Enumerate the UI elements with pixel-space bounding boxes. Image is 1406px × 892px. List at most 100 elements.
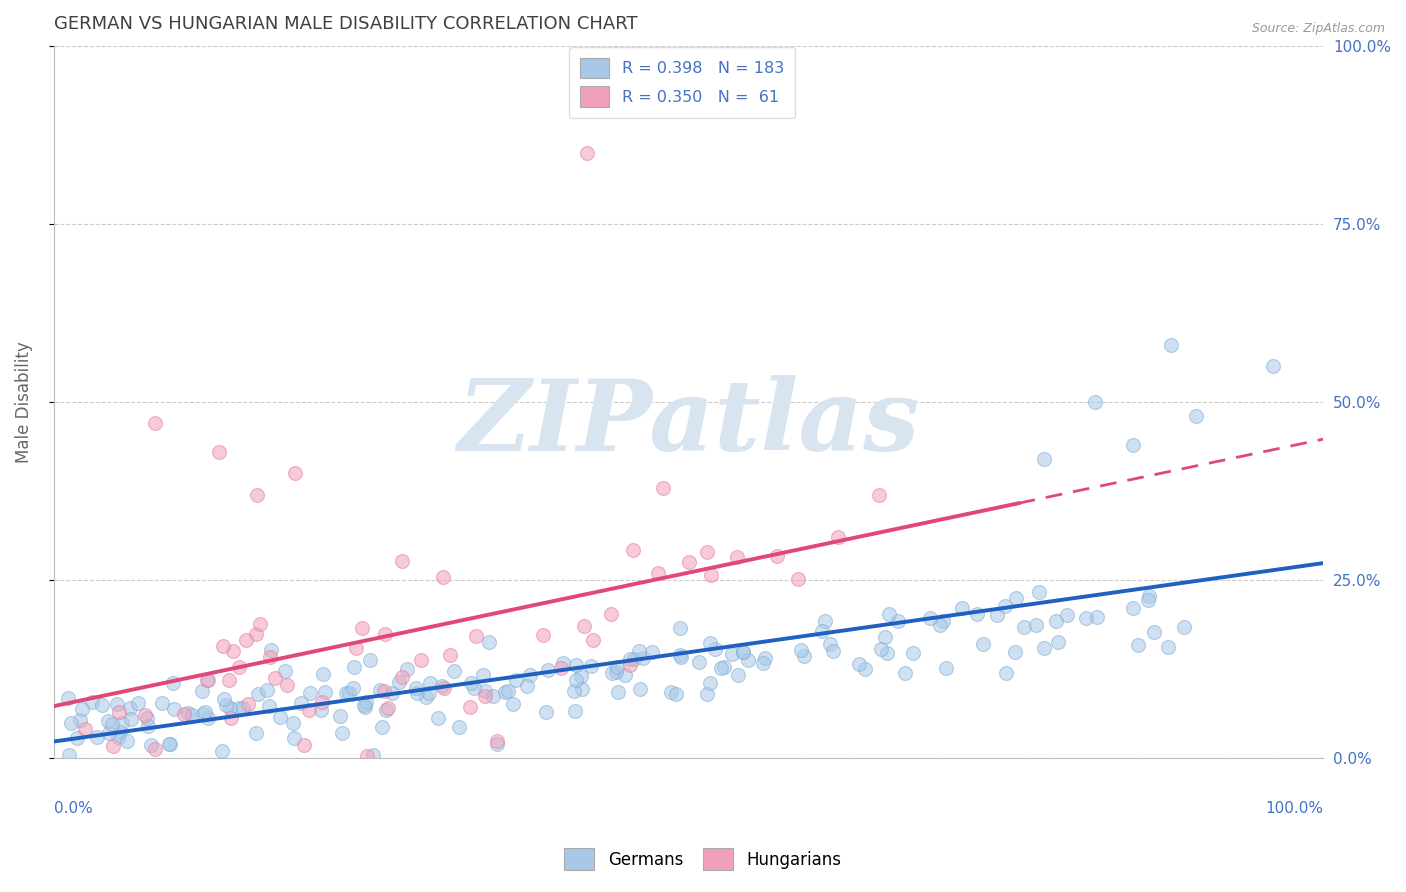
Point: [633, 651, 655, 665]
Point: [688, 656, 710, 670]
Point: [502, 697, 524, 711]
Point: [419, 676, 441, 690]
Point: [388, 675, 411, 690]
Point: [70, 702, 93, 716]
Point: [284, 467, 307, 481]
Legend: Germans, Hungarians: Germans, Hungarians: [558, 842, 848, 877]
Point: [920, 611, 942, 625]
Point: [1122, 600, 1144, 615]
Point: [1173, 620, 1195, 634]
Point: [177, 706, 200, 720]
Point: [464, 629, 486, 643]
Point: [581, 632, 603, 647]
Point: [471, 668, 494, 682]
Point: [433, 681, 456, 696]
Point: [283, 731, 305, 745]
Point: [121, 712, 143, 726]
Legend: R = 0.398   N = 183, R = 0.350   N =  61: R = 0.398 N = 183, R = 0.350 N = 61: [569, 46, 796, 118]
Point: [827, 530, 849, 544]
Point: [564, 705, 586, 719]
Point: [1025, 618, 1047, 632]
Point: [329, 709, 352, 723]
Point: [415, 690, 437, 704]
Point: [498, 684, 520, 698]
Point: [876, 646, 898, 660]
Point: [235, 632, 257, 647]
Point: [619, 657, 641, 672]
Point: [986, 608, 1008, 623]
Point: [516, 679, 538, 693]
Point: [405, 681, 427, 696]
Point: [312, 667, 335, 681]
Point: [713, 660, 735, 674]
Point: [134, 708, 156, 723]
Point: [337, 686, 360, 700]
Point: [579, 658, 602, 673]
Point: [439, 648, 461, 663]
Point: [194, 706, 217, 720]
Point: [572, 619, 595, 633]
Point: [1128, 638, 1150, 652]
Point: [66, 731, 89, 745]
Point: [136, 719, 159, 733]
Point: [669, 649, 692, 664]
Point: [766, 549, 789, 563]
Point: [565, 658, 588, 673]
Point: [792, 648, 814, 663]
Point: [474, 690, 496, 704]
Point: [298, 686, 321, 700]
Point: [374, 626, 396, 640]
Point: [69, 713, 91, 727]
Point: [281, 716, 304, 731]
Point: [519, 668, 541, 682]
Point: [751, 656, 773, 670]
Point: [1157, 640, 1180, 655]
Point: [259, 699, 281, 714]
Point: [208, 445, 231, 459]
Point: [569, 669, 592, 683]
Point: [361, 747, 384, 762]
Text: GERMAN VS HUNGARIAN MALE DISABILITY CORRELATION CHART: GERMAN VS HUNGARIAN MALE DISABILITY CORR…: [53, 15, 637, 33]
Point: [1033, 640, 1056, 655]
Point: [605, 665, 627, 679]
Point: [627, 644, 650, 658]
Point: [1074, 611, 1097, 625]
Point: [80, 695, 103, 709]
Point: [335, 686, 357, 700]
Point: [678, 555, 700, 569]
Point: [101, 717, 124, 731]
Point: [606, 660, 628, 674]
Point: [562, 683, 585, 698]
Point: [1033, 452, 1056, 467]
Text: ZIPatlas: ZIPatlas: [457, 376, 920, 472]
Point: [418, 686, 440, 700]
Point: [197, 711, 219, 725]
Point: [458, 699, 481, 714]
Point: [485, 734, 508, 748]
Point: [353, 700, 375, 714]
Point: [537, 663, 560, 677]
Point: [460, 675, 482, 690]
Point: [1085, 609, 1108, 624]
Point: [391, 554, 413, 568]
Point: [107, 730, 129, 744]
Point: [173, 707, 195, 722]
Point: [652, 481, 675, 495]
Point: [180, 707, 202, 722]
Point: [901, 646, 924, 660]
Point: [1084, 395, 1107, 409]
Point: [159, 737, 181, 751]
Point: [1046, 634, 1069, 648]
Point: [245, 627, 267, 641]
Point: [197, 673, 219, 687]
Point: [853, 663, 876, 677]
Point: [848, 657, 870, 671]
Point: [274, 664, 297, 678]
Point: [550, 660, 572, 674]
Point: [571, 682, 593, 697]
Point: [249, 617, 271, 632]
Point: [621, 543, 644, 558]
Point: [228, 659, 250, 673]
Point: [409, 653, 432, 667]
Point: [565, 673, 588, 687]
